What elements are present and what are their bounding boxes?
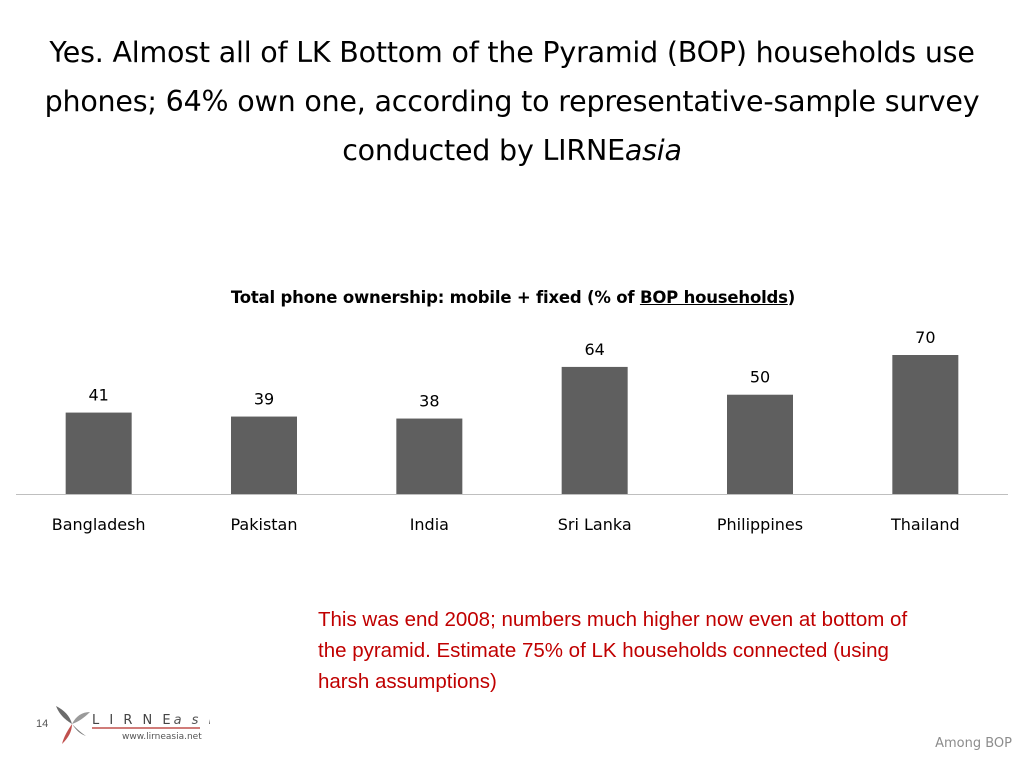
bar-thailand xyxy=(892,355,959,494)
bar-india xyxy=(396,418,463,494)
value-label-pakistan: 39 xyxy=(254,390,274,409)
value-labels-group: 41 39 38 64 50 70 xyxy=(88,328,935,411)
lirneasia-logo: L I R N Ea s i a www.lirneasia.net xyxy=(56,706,210,744)
chart-title-prefix: Total phone ownership: mobile + fixed (%… xyxy=(230,288,640,307)
value-label-india: 38 xyxy=(419,392,439,411)
slide-title-italic: asia xyxy=(624,134,682,167)
bar-philippines xyxy=(727,394,793,494)
chart-title: Total phone ownership: mobile + fixed (%… xyxy=(100,288,926,307)
chart-title-suffix: ) xyxy=(787,288,796,307)
category-label-india: India xyxy=(410,515,449,534)
slide-title-main: Yes. Almost all of LK Bottom of the Pyra… xyxy=(44,36,980,167)
butterfly-icon xyxy=(56,706,90,744)
bars-group xyxy=(65,355,959,494)
slide-title: Yes. Almost all of LK Bottom of the Pyra… xyxy=(40,28,984,175)
value-label-bangladesh: 41 xyxy=(88,386,108,405)
category-label-bangladesh: Bangladesh xyxy=(52,515,146,534)
chart-title-underlined: BOP households xyxy=(639,288,788,307)
page-number: 14 xyxy=(36,718,49,730)
category-label-pakistan: Pakistan xyxy=(231,515,298,534)
footer-tag: Among BOP xyxy=(935,736,1012,751)
bar-bangladesh xyxy=(65,412,132,494)
value-label-thailand: 70 xyxy=(915,328,935,347)
value-label-sri-lanka: 64 xyxy=(584,340,604,359)
bar-chart: 41 39 38 64 50 70 Bangladesh Pakistan India Sri … xyxy=(16,328,1008,534)
bar-pakistan xyxy=(231,416,297,494)
category-label-thailand: Thailand xyxy=(890,515,960,534)
bar-sri-lanka xyxy=(561,366,628,494)
note-text: This was end 2008; numbers much higher n… xyxy=(318,608,908,693)
category-label-sri-lanka: Sri Lanka xyxy=(558,515,632,534)
logo-wordmark: L I R N Ea s i a xyxy=(92,713,210,728)
value-label-philippines: 50 xyxy=(750,368,770,387)
logo-url: www.lirneasia.net xyxy=(122,732,202,742)
category-label-philippines: Philippines xyxy=(717,515,803,534)
category-labels-group: Bangladesh Pakistan India Sri Lanka Philippi… xyxy=(52,515,960,534)
